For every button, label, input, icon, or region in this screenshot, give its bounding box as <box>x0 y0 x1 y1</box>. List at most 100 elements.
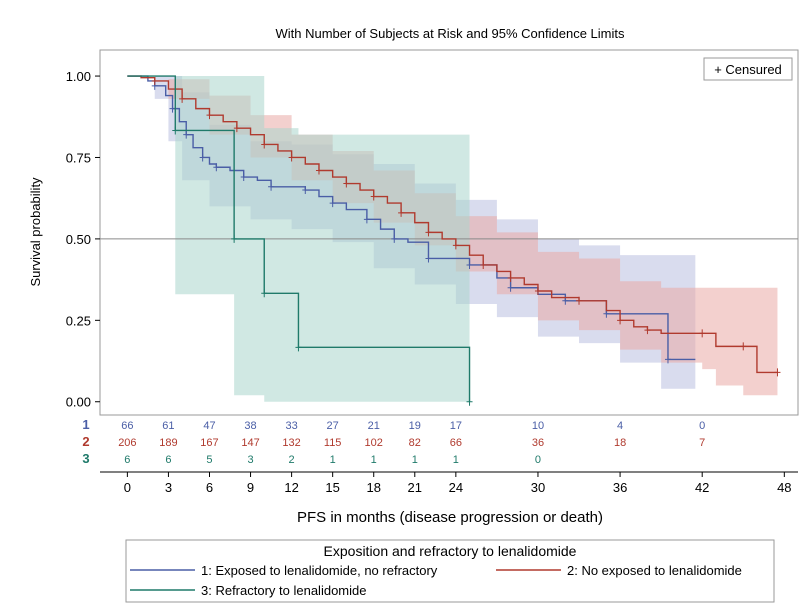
x-tick-label: 21 <box>408 480 422 495</box>
at-risk-count: 27 <box>327 420 339 432</box>
legend-title: Exposition and refractory to lenalidomid… <box>324 543 577 559</box>
censor-mark <box>151 76 158 85</box>
plot-area: 0.000.250.500.751.001 66 61 47 38 33 27 21 19 17 1… <box>66 49 799 495</box>
at-risk-count: 47 <box>203 420 215 432</box>
censor-mark <box>363 215 370 224</box>
at-risk-count: 18 <box>614 437 626 449</box>
at-risk-count: 7 <box>699 437 705 449</box>
censor-mark <box>664 355 671 364</box>
censor-mark <box>268 182 275 191</box>
censor-mark <box>425 254 432 263</box>
survival-curve-series-2 <box>127 75 778 374</box>
censor-mark <box>452 241 459 250</box>
x-tick-label: 30 <box>531 480 545 495</box>
at-risk-count: 0 <box>535 454 541 466</box>
at-risk-count: 6 <box>124 454 130 466</box>
censor-mark <box>740 342 747 351</box>
at-risk-count: 82 <box>409 437 421 449</box>
censor-mark <box>172 126 179 135</box>
at-risk-count: 10 <box>532 420 544 432</box>
censor-mark <box>183 130 190 139</box>
y-tick-label: 0.50 <box>66 232 91 247</box>
at-risk-count: 2 <box>289 454 295 466</box>
at-risk-count: 189 <box>159 437 177 449</box>
censor-mark <box>644 326 651 335</box>
censor-mark <box>425 228 432 237</box>
censor-mark <box>179 94 186 103</box>
censor-mark <box>507 273 514 282</box>
at-risk-count: 21 <box>368 420 380 432</box>
censor-mark <box>329 199 336 208</box>
legend-label-series-3: 3: Refractory to lenalidomide <box>201 583 366 598</box>
censor-mark <box>534 287 541 296</box>
x-tick-label: 48 <box>777 480 791 495</box>
censor-mark <box>231 234 238 243</box>
censored-legend-label: + Censured <box>714 62 782 77</box>
censor-mark <box>261 140 268 149</box>
at-risk-count: 5 <box>206 454 212 466</box>
at-risk-count: 17 <box>450 420 462 432</box>
chart-title: With Number of Subjects at Risk and 95% … <box>276 26 625 41</box>
y-axis-label: Survival probability <box>28 177 43 287</box>
censor-mark <box>213 163 220 172</box>
at-risk-count: 4 <box>617 420 623 432</box>
survival-curve-series-1 <box>127 75 696 361</box>
x-tick-label: 12 <box>284 480 298 495</box>
x-tick-label: 15 <box>325 480 339 495</box>
censor-mark <box>233 124 240 133</box>
censor-mark <box>199 153 206 162</box>
at-risk-count: 6 <box>165 454 171 466</box>
y-tick-label: 0.25 <box>66 313 91 328</box>
censor-mark <box>617 316 624 325</box>
at-risk-count: 102 <box>365 437 383 449</box>
at-risk-count: 1 <box>412 454 418 466</box>
x-tick-label: 9 <box>247 480 254 495</box>
at-risk-count: 61 <box>162 420 174 432</box>
at-risk-count: 132 <box>282 437 300 449</box>
legend-label-series-2: 2: No exposed to lenalidomide <box>567 563 742 578</box>
at-risk-count: 1 <box>330 454 336 466</box>
censor-mark <box>398 208 405 217</box>
at-risk-count: 33 <box>285 420 297 432</box>
x-tick-label: 0 <box>124 480 131 495</box>
at-risk-count: 167 <box>200 437 218 449</box>
at-risk-count: 19 <box>409 420 421 432</box>
censor-mark <box>466 260 473 269</box>
at-risk-count: 66 <box>121 420 133 432</box>
censor-mark <box>169 104 176 113</box>
x-tick-label: 3 <box>165 480 172 495</box>
at-risk-count: 66 <box>450 437 462 449</box>
censor-mark <box>343 179 350 188</box>
at-risk-count: 147 <box>241 437 259 449</box>
censor-mark <box>261 289 268 298</box>
censor-mark <box>240 173 247 182</box>
x-tick-label: 42 <box>695 480 709 495</box>
censor-mark <box>576 296 583 305</box>
at-risk-count: 3 <box>247 454 253 466</box>
y-tick-label: 0.75 <box>66 150 91 165</box>
censor-mark <box>480 260 487 269</box>
x-tick-label: 24 <box>449 480 463 495</box>
censored-legend-box <box>703 57 793 81</box>
risk-row-label-1: 1 <box>82 417 89 432</box>
legend-label-series-1: 1: Exposed to lenalidomide, no refractor… <box>201 563 438 578</box>
censor-mark <box>302 186 309 195</box>
censor-mark <box>507 283 514 292</box>
risk-row-label-2: 2 <box>82 434 89 449</box>
x-tick-label: 6 <box>206 480 213 495</box>
censor-mark <box>391 234 398 243</box>
at-risk-count: 0 <box>699 420 705 432</box>
censor-mark <box>774 368 781 377</box>
at-risk-count: 1 <box>453 454 459 466</box>
censor-mark <box>288 153 295 162</box>
plot-frame <box>99 49 799 416</box>
censor-mark <box>370 192 377 201</box>
risk-row-label-3: 3 <box>82 451 89 466</box>
y-tick-label: 0.00 <box>66 395 91 410</box>
at-risk-count: 36 <box>532 437 544 449</box>
at-risk-count: 115 <box>324 437 342 449</box>
censor-mark <box>315 166 322 175</box>
censor-mark <box>699 329 706 338</box>
